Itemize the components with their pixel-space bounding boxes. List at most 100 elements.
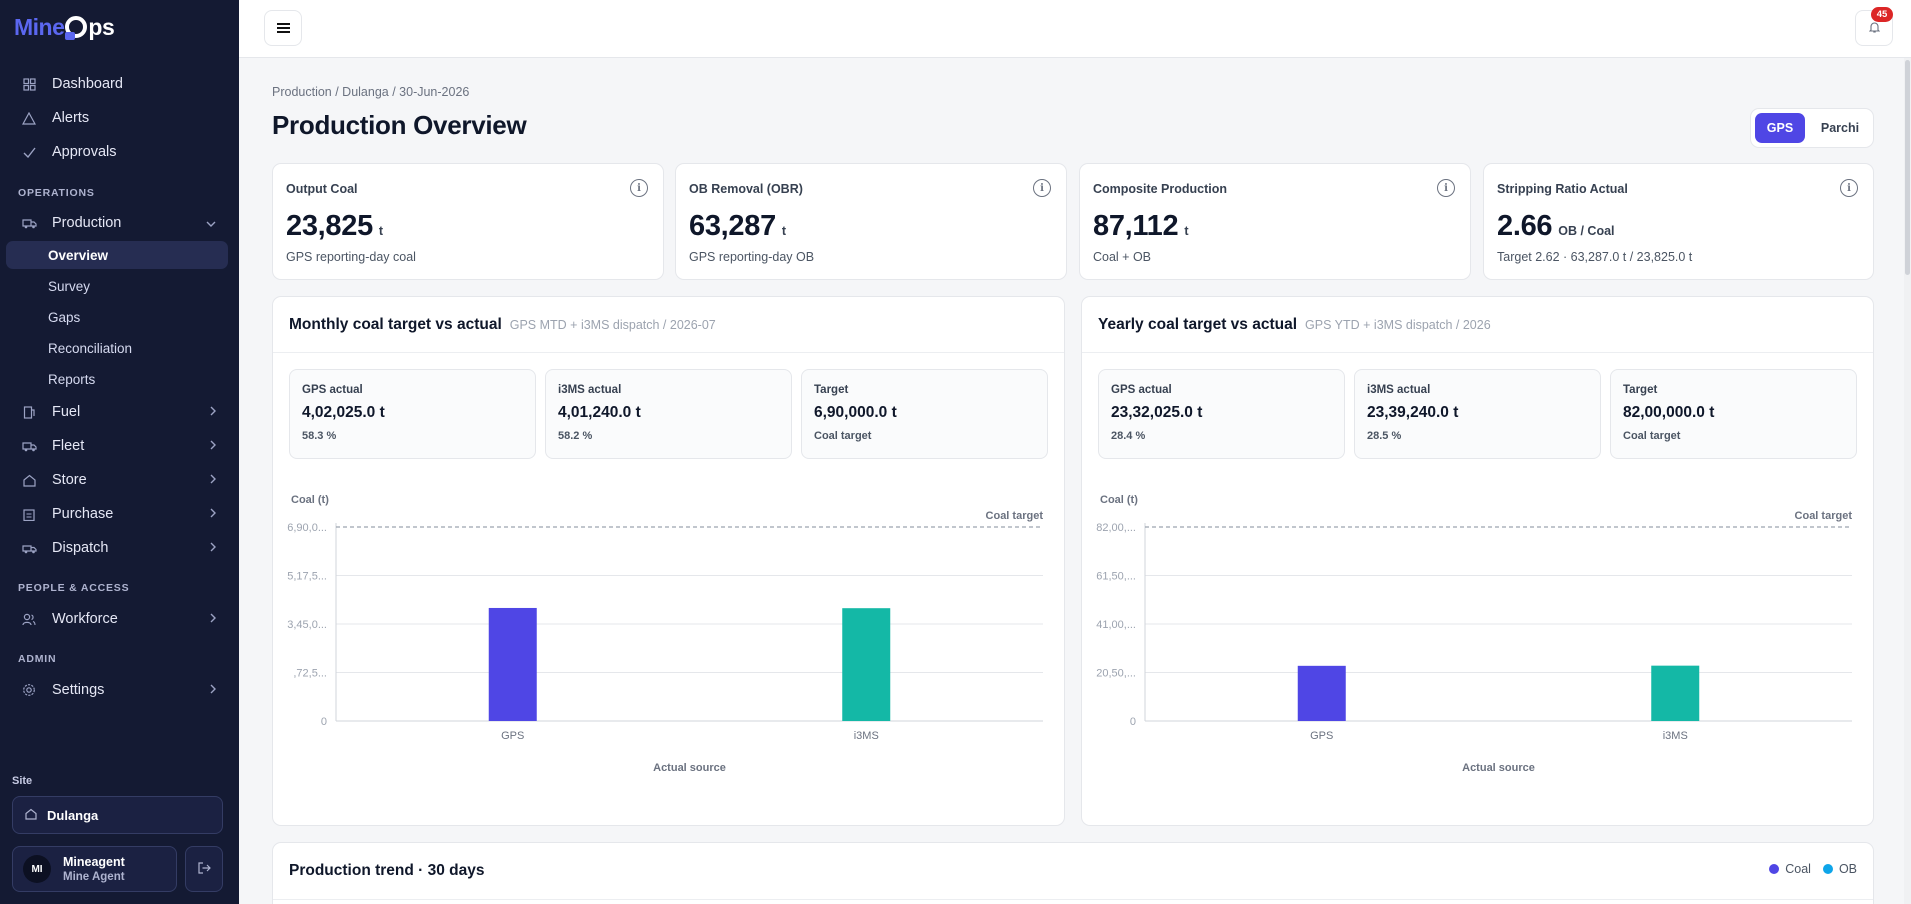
stat-subtext: Coal target [1623, 430, 1681, 442]
x-axis-label: Actual source [1462, 762, 1535, 774]
kpi-number: 23,825 [286, 210, 373, 242]
x-axis-label: Actual source [653, 762, 726, 774]
scrollbar-thumb[interactable] [1905, 60, 1910, 275]
kpi-value: 2.66 OB / Coal [1497, 210, 1615, 243]
sidebar-item-settings[interactable]: Settings [6, 675, 228, 705]
chevron-right-icon [210, 683, 216, 697]
source-toggle: GPS Parchi [1750, 108, 1874, 148]
home-icon [25, 808, 37, 823]
monthly-coal-bar-chart: Coal (t) 0 ,72,5... 3,45,0... 5,17,5... 6,90,… [287, 494, 1043, 774]
bar-gps [488, 607, 537, 721]
panel-title-text: Monthly coal target vs actual [289, 316, 502, 333]
toggle-gps-button[interactable]: GPS [1755, 113, 1805, 143]
y-tick-label: 0 [321, 716, 327, 728]
logo-text-ps: ps [88, 13, 115, 40]
info-icon[interactable]: i [1437, 179, 1455, 197]
monthly-coal-panel: Monthly coal target vs actual GPS MTD + i… [272, 296, 1065, 826]
panel-title: Production trend · 30 days [289, 862, 485, 879]
sidebar-item-label: Settings [52, 682, 105, 698]
sidebar-item-label: Approvals [52, 144, 117, 160]
stat-subtext: 28.4 % [1111, 430, 1146, 442]
chart-legend: Coal OB [1757, 862, 1857, 876]
sidebar-item-workforce[interactable]: Workforce [6, 604, 228, 634]
stat-label: i3MS actual [1367, 384, 1431, 396]
stat-target: Target 82,00,000.0 t Coal target [1610, 369, 1857, 459]
stat-gps-actual: GPS actual 4,02,025.0 t 58.3 % [289, 369, 536, 459]
legend-item-coal[interactable]: Coal [1769, 862, 1811, 876]
sidebar-subitem-survey[interactable]: Survey [48, 278, 91, 294]
panel-title: Yearly coal target vs actual GPS YTD + i3… [1098, 316, 1491, 334]
menu-toggle-button[interactable] [264, 10, 302, 46]
store-icon [20, 471, 38, 489]
x-tick-label: i3MS [1663, 730, 1688, 742]
kpi-label: OB Removal (OBR) [689, 182, 803, 196]
logo-text-mine: Mine [14, 13, 65, 40]
chevron-right-icon [210, 507, 216, 521]
sidebar-item-dashboard[interactable]: Dashboard [6, 69, 228, 99]
sidebar-item-label: Fleet [52, 438, 85, 454]
stat-target: Target 6,90,000.0 t Coal target [801, 369, 1048, 459]
site-label: Site [12, 775, 33, 787]
sidebar-subitem-gaps[interactable]: Gaps [48, 309, 81, 325]
sidebar-item-fleet[interactable]: Fleet [6, 431, 228, 461]
sidebar-item-purchase[interactable]: Purchase [6, 499, 228, 529]
sidebar-item-fuel[interactable]: Fuel [6, 397, 228, 427]
stat-label: Target [1623, 384, 1658, 396]
chevron-right-icon [210, 439, 216, 453]
yearly-coal-panel: Yearly coal target vs actual GPS YTD + i3… [1081, 296, 1874, 826]
info-icon[interactable]: i [1840, 179, 1858, 197]
x-tick-label: GPS [501, 730, 524, 742]
sidebar: Mine ps Dashboard Alerts Approvals OPERA… [0, 0, 239, 904]
kpi-card-stripping-ratio: Stripping Ratio Actual i 2.66 OB / Coal T… [1483, 163, 1874, 280]
chevron-down-icon [206, 216, 216, 230]
y-tick-label: 6,90,0... [287, 522, 327, 534]
topbar: 45 [239, 0, 1911, 58]
stat-i3ms-actual: i3MS actual 23,39,240.0 t 28.5 % [1354, 369, 1601, 459]
dispatch-truck-icon [20, 539, 38, 557]
sidebar-subitem-reconciliation[interactable]: Reconciliation [48, 340, 133, 356]
kpi-unit: t [378, 224, 384, 238]
target-label: Coal target [1795, 510, 1853, 522]
sidebar-item-production[interactable]: Production [6, 208, 228, 238]
sidebar-subitem-overview[interactable]: Overview [6, 241, 228, 269]
y-tick-label: 82,00,... [1096, 522, 1136, 534]
panel-title: Monthly coal target vs actual GPS MTD + i… [289, 316, 716, 334]
info-icon[interactable]: i [1033, 179, 1051, 197]
logout-button[interactable] [185, 846, 223, 892]
site-selector[interactable]: Dulanga [12, 796, 223, 834]
sidebar-item-label: Purchase [52, 506, 114, 522]
bar-i3ms [842, 608, 891, 721]
kpi-subtext: Target 2.62 · 63,287.0 t / 23,825.0 t [1497, 250, 1693, 264]
legend-label: Coal [1785, 862, 1811, 876]
y-tick-label: 20,50,... [1096, 668, 1136, 680]
sidebar-item-alerts[interactable]: Alerts [6, 103, 228, 133]
stat-subtext: 28.5 % [1367, 430, 1402, 442]
site-name: Dulanga [47, 807, 99, 823]
info-icon[interactable]: i [630, 179, 648, 197]
chevron-right-icon [210, 405, 216, 419]
toggle-parchi-button[interactable]: Parchi [1820, 121, 1860, 135]
stat-value: 82,00,000.0 t [1623, 404, 1715, 421]
kpi-unit: t [1184, 224, 1189, 238]
stat-subtext: 58.3 % [302, 430, 337, 442]
sidebar-item-label: Dispatch [52, 540, 109, 556]
notification-badge: 45 [1871, 7, 1893, 22]
kpi-card-output-coal: Output Coal i 23,825 t GPS reporting-day … [272, 163, 664, 280]
kpi-value: 63,287 t [689, 210, 786, 243]
scrollbar-track[interactable] [1904, 58, 1911, 904]
sidebar-item-store[interactable]: Store [6, 465, 228, 495]
sidebar-item-label: Workforce [52, 611, 118, 627]
y-tick-label: 0 [1130, 716, 1136, 728]
sidebar-item-dispatch[interactable]: Dispatch [6, 533, 228, 563]
sidebar-subitem-reports[interactable]: Reports [48, 371, 96, 387]
user-profile[interactable]: MI Mineagent Mine Agent [12, 846, 177, 892]
kpi-value: 23,825 t [286, 210, 383, 243]
stat-value: 6,90,000.0 t [814, 404, 897, 421]
mineops-logo[interactable]: Mine ps [14, 12, 115, 42]
stat-gps-actual: GPS actual 23,32,025.0 t 28.4 % [1098, 369, 1345, 459]
sidebar-item-approvals[interactable]: Approvals [6, 137, 228, 167]
legend-item-ob[interactable]: OB [1822, 862, 1857, 876]
kpi-number: 63,287 [689, 210, 776, 242]
production-trend-panel: Production trend · 30 days Coal OB [272, 842, 1874, 904]
kpi-label: Output Coal [286, 182, 358, 196]
